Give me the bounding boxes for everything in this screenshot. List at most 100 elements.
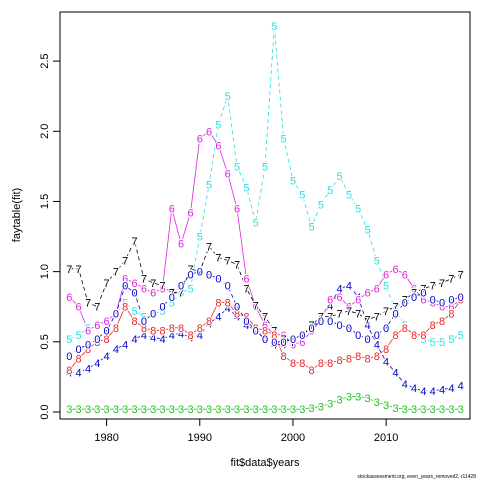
- data-point-7: 7: [392, 302, 398, 314]
- data-point-7: 7: [187, 264, 193, 276]
- data-point-7: 7: [411, 288, 417, 300]
- data-point-8: 8: [187, 330, 193, 342]
- data-point-3: 3: [131, 404, 137, 416]
- data-point-8: 8: [448, 309, 454, 321]
- data-point-5: 5: [355, 204, 361, 216]
- data-point-0: 0: [420, 288, 426, 300]
- data-point-4: 4: [122, 340, 128, 352]
- series-line-6: [69, 130, 461, 346]
- data-point-7: 7: [430, 281, 436, 293]
- data-point-7: 7: [159, 281, 165, 293]
- data-point-5: 5: [187, 284, 193, 296]
- y-tick-label: 1.5: [39, 194, 51, 209]
- data-point-5: 5: [383, 281, 389, 293]
- data-point-8: 8: [159, 326, 165, 338]
- y-tick-label: 2.0: [39, 124, 51, 139]
- plot-frame: [59, 11, 471, 420]
- data-point-8: 8: [215, 298, 221, 310]
- data-point-4: 4: [178, 328, 184, 340]
- data-point-4: 4: [281, 340, 287, 352]
- data-point-3: 3: [448, 404, 454, 416]
- data-point-0: 0: [159, 302, 165, 314]
- data-point-7: 7: [290, 337, 296, 349]
- data-point-8: 8: [131, 316, 137, 328]
- data-point-5: 5: [439, 337, 445, 349]
- data-point-8: 8: [94, 337, 100, 349]
- data-point-3: 3: [392, 403, 398, 415]
- data-point-3: 3: [281, 404, 287, 416]
- data-point-7: 7: [76, 264, 82, 276]
- data-point-8: 8: [299, 358, 305, 370]
- data-point-8: 8: [178, 323, 184, 335]
- data-point-7: 7: [253, 300, 259, 312]
- data-point-5: 5: [206, 180, 212, 192]
- data-point-7: 7: [346, 306, 352, 318]
- data-point-5: 5: [281, 133, 287, 145]
- data-point-5: 5: [85, 323, 91, 335]
- data-point-4: 4: [364, 320, 370, 332]
- data-point-0: 0: [318, 316, 324, 328]
- data-point-5: 5: [430, 337, 436, 349]
- data-point-7: 7: [104, 278, 110, 290]
- data-point-8: 8: [327, 358, 333, 370]
- data-point-6: 6: [215, 140, 221, 152]
- data-point-4: 4: [430, 386, 436, 398]
- data-point-7: 7: [131, 236, 137, 248]
- data-point-6: 6: [318, 316, 324, 328]
- data-point-8: 8: [374, 351, 380, 363]
- data-point-6: 6: [383, 269, 389, 281]
- series-line-8: [68, 299, 462, 371]
- data-point-6: 6: [197, 133, 203, 145]
- data-point-8: 8: [411, 330, 417, 342]
- data-point-8: 8: [336, 355, 342, 367]
- data-point-8: 8: [439, 316, 445, 328]
- data-point-5: 5: [420, 334, 426, 346]
- data-point-5: 5: [411, 330, 417, 342]
- data-point-5: 5: [327, 185, 333, 197]
- data-point-0: 0: [234, 302, 240, 314]
- data-point-0: 0: [430, 295, 436, 307]
- data-point-0: 0: [113, 309, 119, 321]
- series-lines: [68, 25, 462, 410]
- data-point-3: 3: [122, 404, 128, 416]
- data-point-0: 0: [281, 337, 287, 349]
- data-point-3: 3: [318, 401, 324, 413]
- data-point-0: 0: [253, 326, 259, 338]
- data-point-6: 6: [271, 330, 277, 342]
- data-point-0: 0: [197, 267, 203, 279]
- data-point-5: 5: [141, 312, 147, 324]
- data-point-5: 5: [122, 298, 128, 310]
- data-point-6: 6: [309, 326, 315, 338]
- data-point-0: 0: [243, 316, 249, 328]
- data-point-6: 6: [169, 204, 175, 216]
- data-point-5: 5: [402, 320, 408, 332]
- data-point-8: 8: [290, 358, 296, 370]
- data-point-8: 8: [364, 354, 370, 366]
- data-point-7: 7: [122, 255, 128, 267]
- data-point-0: 0: [355, 330, 361, 342]
- data-point-8: 8: [383, 344, 389, 356]
- data-point-5: 5: [392, 306, 398, 318]
- data-point-3: 3: [243, 404, 249, 416]
- data-point-0: 0: [262, 334, 268, 346]
- data-point-3: 3: [234, 404, 240, 416]
- data-point-7: 7: [94, 302, 100, 314]
- data-point-7: 7: [448, 274, 454, 286]
- data-point-8: 8: [76, 354, 82, 366]
- data-point-5: 5: [271, 21, 277, 33]
- data-point-3: 3: [215, 404, 221, 416]
- data-point-3: 3: [262, 404, 268, 416]
- data-point-6: 6: [122, 274, 128, 286]
- data-point-3: 3: [402, 404, 408, 416]
- data-point-7: 7: [420, 284, 426, 296]
- data-point-6: 6: [234, 204, 240, 216]
- data-point-5: 5: [262, 161, 268, 173]
- data-point-5: 5: [290, 175, 296, 187]
- data-point-6: 6: [150, 288, 156, 300]
- data-point-4: 4: [76, 368, 82, 380]
- data-point-8: 8: [309, 365, 315, 377]
- data-point-5: 5: [336, 171, 342, 183]
- data-point-6: 6: [448, 302, 454, 314]
- data-point-4: 4: [346, 281, 352, 293]
- data-point-4: 4: [318, 312, 324, 324]
